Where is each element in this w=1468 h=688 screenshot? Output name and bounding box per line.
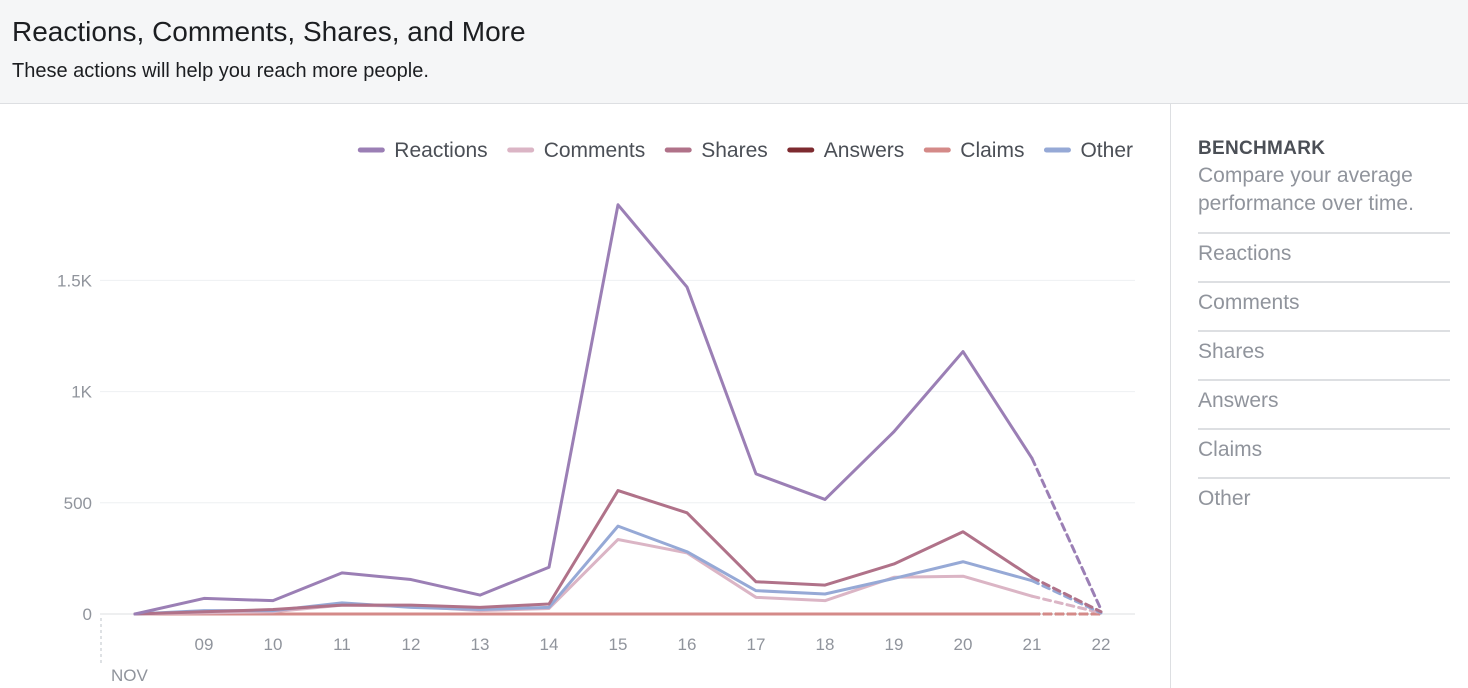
legend-label-comments: Comments — [544, 139, 646, 162]
x-tick-label: 20 — [954, 635, 973, 654]
x-tick-label: 13 — [471, 635, 490, 654]
section-header: Reactions, Comments, Shares, and More Th… — [0, 0, 1468, 104]
benchmark-title: BENCHMARK — [1198, 138, 1326, 159]
benchmark-item-shares[interactable]: Shares — [1198, 330, 1450, 379]
series-partial-segment-reactions — [1030, 456, 1103, 612]
benchmark-item-answers[interactable]: Answers — [1198, 379, 1450, 428]
benchmark-description: Compare your average performance over ti… — [1198, 164, 1414, 215]
x-tick-label: 17 — [747, 635, 766, 654]
legend-label-reactions: Reactions — [394, 139, 487, 162]
x-tick-label: 22 — [1092, 635, 1111, 654]
x-tick-label: 15 — [609, 635, 628, 654]
y-tick-label: 1K — [71, 383, 92, 402]
section-subtitle: These actions will help you reach more p… — [12, 60, 429, 82]
engagement-line-chart: 0 500 1K 1.5K NOV 09 10 11 12 13 14 15 16 17 18 19 20 21 2… — [57, 139, 1135, 685]
x-tick-label: 11 — [333, 635, 351, 654]
x-tick-label: 21 — [1023, 635, 1042, 654]
legend-label-other: Other — [1080, 139, 1133, 162]
series-partial-segment-shares — [1030, 575, 1103, 614]
y-tick-label: 1.5K — [57, 271, 93, 290]
benchmark-list: Reactions Comments Shares Answers Claims… — [1198, 232, 1450, 526]
panel-divider — [1170, 104, 1171, 688]
legend-label-shares: Shares — [701, 139, 768, 162]
x-tick-label: 18 — [816, 635, 835, 654]
x-tick-label: 16 — [678, 635, 697, 654]
benchmark-item-comments[interactable]: Comments — [1198, 281, 1450, 330]
series-line-reactions — [133, 203, 1034, 616]
benchmark-item-reactions[interactable]: Reactions — [1198, 232, 1450, 281]
series-line-shares — [133, 489, 1034, 616]
x-tick-label: 10 — [264, 635, 283, 654]
y-tick-label: 500 — [64, 494, 92, 513]
legend-label-claims: Claims — [960, 139, 1024, 162]
benchmark-item-claims[interactable]: Claims — [1198, 428, 1450, 477]
x-tick-label: 14 — [540, 635, 559, 654]
y-tick-label: 0 — [83, 605, 92, 624]
x-tick-label: 09 — [195, 635, 214, 654]
benchmark-item-other[interactable]: Other — [1198, 477, 1450, 526]
x-tick-label: 19 — [885, 635, 904, 654]
section-title: Reactions, Comments, Shares, and More — [12, 16, 526, 47]
x-tick-label: 12 — [402, 635, 421, 654]
x-month-label: NOV — [111, 666, 149, 685]
legend-label-answers: Answers — [824, 139, 905, 162]
series-partial-segment-comments — [1030, 594, 1103, 615]
